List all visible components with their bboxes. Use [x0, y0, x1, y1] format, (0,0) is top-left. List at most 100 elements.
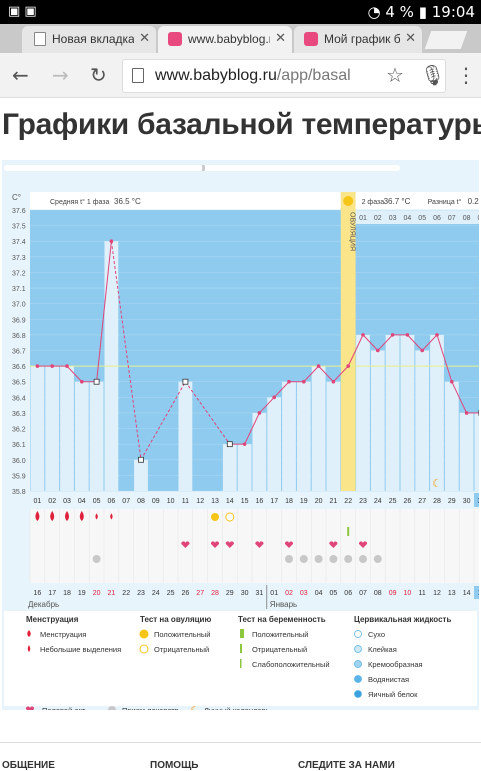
temp-column	[134, 460, 148, 491]
y-tick-label: 35.9	[12, 473, 26, 480]
date-label: 23	[137, 590, 145, 597]
temp-column	[430, 335, 444, 491]
date-label: 10	[404, 590, 412, 597]
legend-group-title: Менструация	[26, 615, 79, 624]
date-label: 11	[419, 590, 426, 597]
temp-point	[36, 364, 40, 368]
date-label: 28	[211, 590, 219, 597]
day-label: 04	[78, 498, 86, 505]
date-label: 08	[374, 590, 382, 597]
phase1-value: 36.5 °С	[114, 197, 141, 206]
y-tick-label: 36.5	[12, 380, 26, 387]
temp-point	[243, 442, 247, 446]
date-label: 13	[448, 590, 456, 597]
temp-column	[445, 382, 459, 491]
tab-new[interactable]: Новая вкладка ✕	[22, 26, 156, 53]
legend-item-label: Сухо	[368, 630, 385, 639]
menu-icon[interactable]: ⋮	[456, 63, 476, 87]
babyblog-icon	[168, 32, 182, 46]
day-label: 31	[478, 498, 479, 505]
temp-column	[267, 397, 281, 491]
y-tick-label: 37.1	[12, 286, 26, 293]
date-label: 07	[359, 590, 367, 597]
temp-column	[297, 382, 311, 491]
medicine-icon	[374, 555, 382, 563]
close-tab-icon[interactable]: ✕	[139, 30, 150, 46]
temp-point-excluded	[227, 442, 232, 447]
tab-my-chart[interactable]: Мой график ба ✕	[294, 26, 422, 53]
temp-point	[332, 380, 336, 384]
url-path: /app/basal	[277, 67, 351, 84]
medicine-icon	[344, 555, 352, 563]
phase2-day-label: 01	[359, 215, 367, 222]
date-label: 05	[330, 590, 338, 597]
footer-help[interactable]: ПОМОЩЬ	[150, 760, 198, 771]
day-label: 17	[270, 498, 278, 505]
moon-icon: ☾	[190, 705, 200, 710]
month-december: Декабрь	[28, 600, 59, 609]
sticky-icon	[355, 646, 362, 653]
y-tick-label: 35.8	[12, 489, 26, 496]
footer-community[interactable]: ОБЩЕНИЕ	[2, 760, 55, 771]
date-label: 01	[270, 590, 278, 597]
temp-point	[391, 333, 395, 337]
y-tick-label: 36.8	[12, 333, 26, 340]
footer-follow[interactable]: СЛЕДИТЕ ЗА НАМИ	[298, 760, 395, 771]
bookmark-star-icon[interactable]: ☆	[386, 63, 404, 87]
date-label: 22	[122, 590, 130, 597]
moon-icon: ☾	[432, 478, 442, 490]
y-tick-label: 37.0	[12, 302, 26, 309]
temp-column	[282, 382, 296, 491]
day-label: 16	[256, 498, 264, 505]
temp-column	[31, 366, 45, 491]
temp-point	[302, 380, 306, 384]
medicine-icon	[315, 555, 323, 563]
temp-column	[179, 382, 193, 491]
new-tab-button[interactable]	[425, 31, 468, 49]
phase2-day-label: 08	[463, 215, 471, 222]
date-label: 02	[285, 590, 293, 597]
legend-item-label: Лунный календарь	[204, 706, 270, 710]
reload-icon[interactable]: ↻	[90, 63, 107, 87]
dry-icon	[355, 631, 362, 638]
month-january: Январь	[270, 600, 297, 609]
day-label: 11	[182, 498, 189, 505]
date-label: 30	[241, 590, 249, 597]
forward-icon[interactable]: →	[52, 63, 69, 87]
temp-point	[50, 364, 54, 368]
date-label: 12	[433, 590, 441, 597]
temp-column	[327, 382, 341, 491]
phase2-day-label: 06	[433, 215, 441, 222]
close-tab-icon[interactable]: ✕	[405, 30, 416, 46]
date-label: 06	[344, 590, 352, 597]
tab-babyblog[interactable]: www.babyblog.r ✕	[158, 26, 292, 53]
bbt-chart: 37.637.537.437.337.237.137.036.936.836.7…	[2, 160, 479, 710]
browser-toolbar: ← → ↻ www.babyblog.ru/app/basal ☆ 🎙 ⋮	[0, 53, 481, 98]
temp-column	[475, 413, 480, 491]
y-tick-label: 36.1	[12, 442, 26, 449]
microphone-icon[interactable]: 🎙	[420, 63, 445, 87]
medicine-icon	[93, 555, 101, 563]
day-label: 21	[330, 498, 338, 505]
ovulation-sun-icon	[343, 196, 353, 206]
day-label: 19	[300, 498, 308, 505]
y-tick-label: 37.6	[12, 208, 26, 215]
medicine-icon	[359, 555, 367, 563]
day-label: 18	[285, 498, 293, 505]
phase2-value: 36.7 °С	[384, 197, 411, 206]
date-label: 24	[152, 590, 160, 597]
page-info-icon[interactable]	[132, 68, 144, 83]
temp-column	[386, 335, 400, 491]
temp-point	[420, 349, 424, 353]
legend-item-label: Отрицательный	[154, 645, 209, 654]
day-label: 29	[448, 498, 456, 505]
date-label: 17	[48, 590, 56, 597]
temp-point	[435, 333, 439, 337]
back-icon[interactable]: ←	[12, 63, 29, 87]
legend-item-label: Прием лекарств	[122, 706, 179, 710]
page-icon	[34, 32, 46, 46]
legend-item-label: Менструация	[40, 630, 86, 639]
close-tab-icon[interactable]: ✕	[275, 30, 286, 46]
day-label: 01	[34, 498, 42, 505]
